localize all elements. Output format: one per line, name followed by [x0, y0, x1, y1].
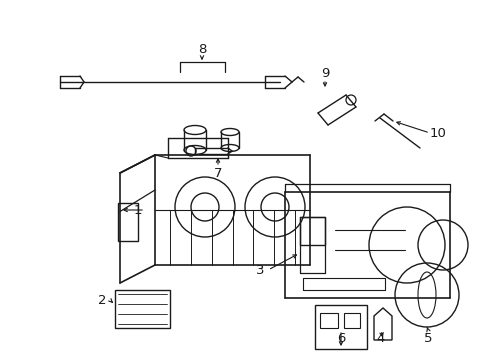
Bar — [118, 203, 138, 241]
Text: 10: 10 — [428, 126, 446, 140]
Text: 1: 1 — [134, 203, 142, 216]
Text: 7: 7 — [213, 166, 222, 180]
Bar — [314, 305, 366, 349]
Text: 5: 5 — [423, 332, 431, 345]
Bar — [319, 313, 337, 328]
Text: 6: 6 — [336, 332, 345, 345]
Bar — [299, 217, 325, 245]
Text: 2: 2 — [98, 293, 106, 306]
Text: 4: 4 — [376, 332, 385, 345]
Text: 3: 3 — [255, 264, 264, 276]
Text: 9: 9 — [320, 67, 328, 80]
Text: 8: 8 — [198, 42, 206, 55]
Bar — [343, 313, 359, 328]
Bar — [115, 290, 170, 328]
